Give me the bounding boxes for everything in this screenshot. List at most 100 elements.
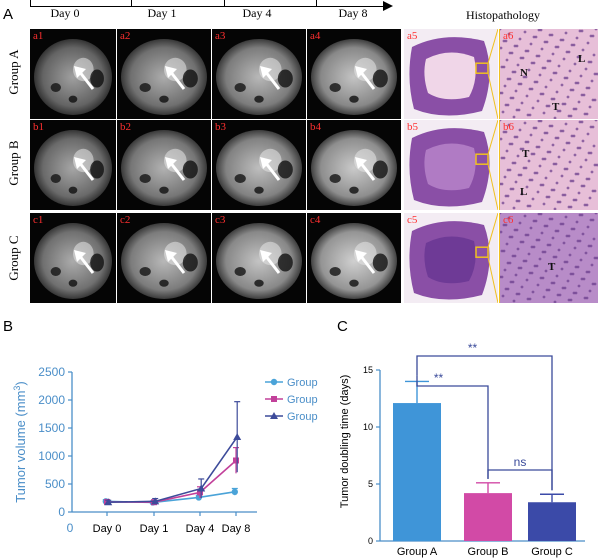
timeline-label-day0: Day 0 — [50, 6, 80, 20]
white-arrow-icon — [260, 66, 281, 91]
white-arrow-icon — [355, 66, 376, 91]
significance-bracket — [487, 469, 553, 491]
timeline-axis — [30, 6, 390, 7]
panel-letter-b: B — [3, 318, 14, 335]
group-label-a: Group A — [6, 49, 21, 95]
histology-image — [404, 29, 498, 119]
histology-panel-a5: a5 — [404, 29, 498, 119]
micrograph-image — [500, 120, 598, 210]
data-point — [233, 432, 242, 440]
white-arrow-icon — [165, 66, 186, 91]
y-tick-label: 15 — [363, 365, 373, 375]
mri-sublabel: a3 — [215, 30, 226, 42]
white-arrow-icon — [74, 157, 95, 182]
mri-panel-b3: b3 — [212, 120, 306, 210]
legend-label: Group C — [287, 411, 320, 423]
mri-sublabel: b3 — [215, 121, 226, 133]
mri-scan-image — [34, 39, 112, 115]
series-line-group-c — [108, 436, 238, 503]
mri-sublabel: a2 — [120, 30, 131, 42]
mri-panel-c3: c3 — [212, 213, 306, 303]
y-tick-label: 0 — [368, 536, 373, 546]
tissue-mark-t: T — [548, 261, 556, 273]
legend-marker — [271, 396, 277, 402]
x-tick-label: Day 1 — [140, 523, 169, 535]
y-tick-label: 2500 — [38, 365, 65, 379]
mri-sublabel: b4 — [310, 121, 321, 133]
mri-sublabel: a1 — [33, 30, 44, 42]
timeline-tick-3 — [316, 0, 317, 7]
x-tick-label: Group B — [468, 546, 509, 558]
histology-image — [404, 213, 498, 303]
y-tick-label: 1000 — [38, 449, 65, 463]
mri-panel-c1: c1 — [30, 213, 116, 303]
mri-panel-b2: b2 — [117, 120, 211, 210]
data-point — [151, 497, 160, 505]
data-point — [197, 484, 206, 492]
significance-bracket — [416, 375, 489, 479]
white-arrow-icon — [355, 250, 376, 275]
tissue-mark-l: L — [578, 53, 586, 65]
legend-marker — [270, 378, 278, 386]
data-point — [233, 457, 239, 464]
micrograph-panel-a6: a6 N L T — [499, 29, 598, 119]
micrograph-panel-c6: c6 T — [499, 213, 598, 303]
histology-sublabel: a5 — [407, 30, 418, 42]
significance-label: ** — [468, 341, 478, 355]
micrograph-sublabel: c6 — [503, 214, 514, 226]
bar-group-b — [464, 493, 512, 541]
mri-scan-image — [34, 130, 112, 206]
y-tick-label: 10 — [363, 422, 373, 432]
tissue-mark-l: L — [520, 186, 528, 198]
mri-panel-b1: b1 — [30, 120, 116, 210]
group-label-c: Group C — [6, 235, 21, 281]
x-tick-label: Day 8 — [222, 523, 251, 535]
timeline-label-day4: Day 4 — [242, 6, 272, 20]
white-arrow-icon — [74, 66, 95, 91]
mri-panel-c2: c2 — [117, 213, 211, 303]
significance-label: ns — [514, 455, 527, 469]
tissue-mark-n: N — [520, 67, 528, 79]
micrograph-sublabel: b6 — [503, 121, 514, 133]
y-axis-label: Tumor doubling time (days) — [339, 375, 351, 508]
group-label-b: Group B — [6, 140, 21, 186]
y-tick-label: 2000 — [38, 393, 65, 407]
micrograph-panel-b6: b6 T L — [499, 120, 598, 210]
tumor-volume-chart: 0 500 1000 1500 2000 2500 0 Day 0 Day 1 Day 4 Day … — [12, 365, 320, 535]
white-arrow-icon — [260, 157, 281, 182]
white-arrow-icon — [165, 157, 186, 182]
data-point — [197, 489, 203, 496]
timeline-label-day8: Day 8 — [338, 6, 368, 20]
histology-panel-b5: b5 — [404, 120, 498, 210]
doubling-time-chart: 0 5 10 15 Tumor doubling time (days) Group A G… — [339, 341, 585, 558]
legend-label: Group B — [287, 394, 320, 406]
histology-panel-c5: c5 — [404, 213, 498, 303]
bar-group-c — [528, 502, 576, 541]
x-tick-label: Group C — [531, 546, 573, 558]
white-arrow-icon — [74, 250, 95, 275]
mri-panel-c4: c4 — [307, 213, 401, 303]
mri-scan-image — [121, 39, 207, 115]
micrograph-image — [500, 213, 598, 303]
timeline-tick-0 — [30, 0, 31, 7]
mri-scan-image — [311, 130, 397, 206]
tissue-mark-t: T — [552, 101, 560, 113]
panel-letter-a: A — [3, 6, 14, 23]
white-arrow-icon — [260, 250, 281, 275]
mri-sublabel: a4 — [310, 30, 321, 42]
x-tick-label: Day 0 — [93, 523, 122, 535]
mri-sublabel: c2 — [120, 214, 131, 226]
data-point — [104, 498, 113, 506]
mri-panel-a1: a1 — [30, 29, 116, 119]
micrograph-sublabel: a6 — [503, 30, 514, 42]
significance-label: ** — [434, 371, 444, 385]
y-tick-label: 500 — [45, 477, 65, 491]
data-point — [231, 488, 238, 496]
y-tick-label: 1500 — [38, 421, 65, 435]
timeline-label-day1: Day 1 — [147, 6, 177, 20]
y-tick-label: 5 — [368, 479, 373, 489]
mri-panel-a3: a3 — [212, 29, 306, 119]
mri-sublabel: c3 — [215, 214, 226, 226]
mri-sublabel: c1 — [33, 214, 44, 226]
timeline-arrow-icon — [383, 1, 393, 11]
